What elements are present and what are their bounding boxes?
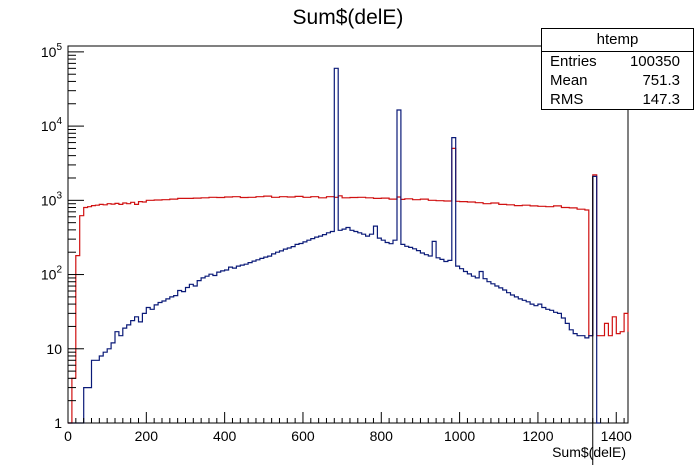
- stats-box: htemp Entries 100350 Mean 751.3 RMS 147.…: [541, 28, 694, 110]
- y-tick-label: 1: [54, 415, 62, 431]
- y-tick-label: 10: [46, 341, 62, 357]
- x-tick-label: 1200: [522, 428, 553, 444]
- y-tick-label: 105: [41, 42, 63, 60]
- stats-value: 100350: [629, 53, 680, 70]
- histogram-series-2: [68, 67, 601, 424]
- plot-frame: [67, 45, 629, 424]
- y-tick-label: 104: [41, 116, 63, 134]
- stats-key: RMS: [550, 91, 584, 108]
- stats-row-entries: Entries 100350: [542, 52, 693, 71]
- chart-title: Sum$(delE): [292, 6, 404, 29]
- x-tick-label: 1400: [601, 428, 632, 444]
- y-tick-label: 103: [41, 190, 63, 208]
- y-tick-label: 102: [41, 265, 63, 283]
- stats-key: Mean: [550, 72, 588, 89]
- histogram-series-1: [68, 147, 629, 424]
- x-tick-label: 800: [370, 428, 394, 444]
- stats-row-mean: Mean 751.3: [542, 71, 693, 90]
- stats-key: Entries: [550, 53, 597, 70]
- stats-value: 147.3: [642, 91, 680, 108]
- x-tick-label: 200: [135, 428, 159, 444]
- x-tick-label: 400: [213, 428, 237, 444]
- x-tick-label: 1000: [444, 428, 475, 444]
- stats-value: 751.3: [642, 72, 680, 89]
- x-axis-label: Sum$(delE): [552, 444, 626, 460]
- stats-box-title: htemp: [542, 29, 693, 52]
- stats-row-rms: RMS 147.3: [542, 90, 693, 109]
- x-tick-label: 0: [64, 428, 72, 444]
- x-tick-label: 600: [291, 428, 315, 444]
